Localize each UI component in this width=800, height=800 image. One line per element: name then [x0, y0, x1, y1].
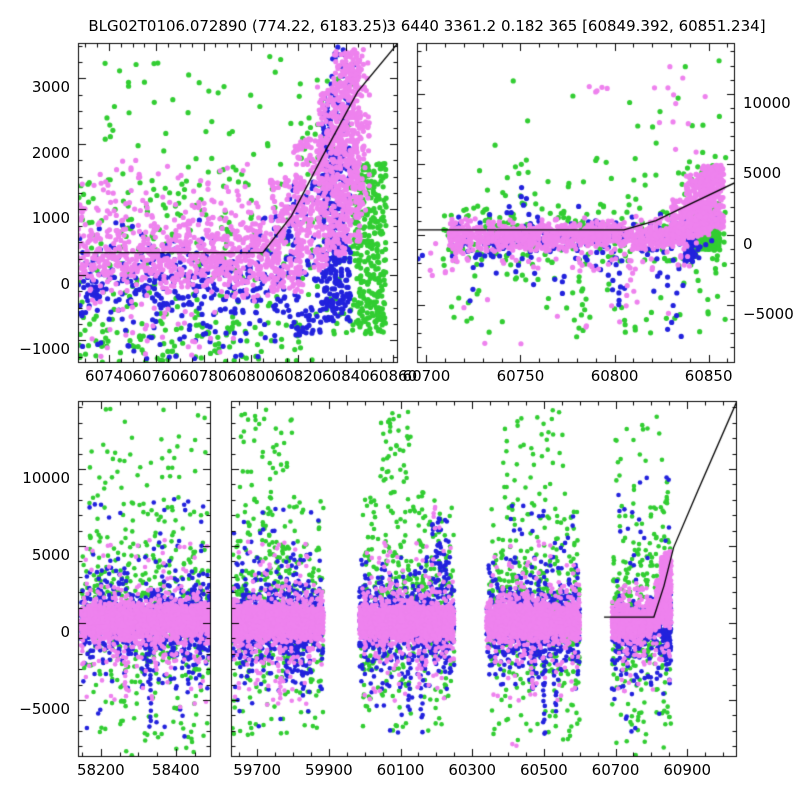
event-zoom-left-ytick-label: 0	[60, 274, 70, 293]
full-lightcurve-left-ytick-label: 0	[60, 623, 70, 642]
event-zoom-right-xtick-label: 60800	[590, 367, 639, 385]
full-lightcurve-right-xtick-label: 59700	[233, 761, 282, 779]
full-lightcurve-right-xtick-label: 60700	[591, 761, 640, 779]
event-zoom-left-xtick-label: 60780	[179, 367, 228, 385]
full-lightcurve-right-xtick-label: 60100	[376, 761, 425, 779]
event-zoom-left-ytick-label: 2000	[31, 143, 70, 162]
event-zoom-left-ytick-label: 1000	[31, 209, 70, 228]
full-lightcurve-right-xtick-label: 60900	[663, 761, 712, 779]
full-lightcurve-left-ytick-label: 5000	[31, 546, 70, 565]
event-zoom-right-ytick-label: 0	[743, 234, 753, 253]
full-lightcurve-left-ytick-label: 10000	[22, 469, 70, 488]
event-zoom-right-xtick-label: 60850	[684, 367, 733, 385]
event-zoom-left-xtick-label: 60800	[227, 367, 275, 385]
event-zoom-right-xtick-label: 60750	[496, 367, 545, 385]
event-zoom-right-xtick-label: 60700	[402, 367, 451, 385]
event-zoom-left-xtick-label: 60860	[369, 367, 418, 385]
event-zoom-right-ytick-label: 10000	[743, 93, 791, 112]
event-zoom-left-xtick-label: 60740	[84, 367, 133, 385]
full-lightcurve-right-xtick-label: 59900	[304, 761, 353, 779]
event-zoom-left-ytick-label: −1000	[19, 340, 70, 359]
full-lightcurve-right-xtick-label: 60300	[448, 761, 497, 779]
event-zoom-left-xtick-label: 60820	[274, 367, 323, 385]
full-lightcurve-right-xtick-label: 60500	[519, 761, 568, 779]
full-lightcurve-left-ytick-label: −5000	[19, 700, 70, 719]
event-zoom-left-ytick-label: 3000	[31, 78, 70, 97]
full-lightcurve-left-xtick-label: 58200	[76, 761, 125, 779]
full-lightcurve-left-xtick-label: 58400	[151, 761, 200, 779]
event-zoom-right-ytick-label: −5000	[743, 305, 794, 324]
event-zoom-left-xtick-label: 60760	[132, 367, 181, 385]
right-panel-title: 3 6440 3361.2 0.182 365 [60849.392, 6085…	[386, 17, 766, 35]
event-zoom-right-ytick-label: 5000	[743, 164, 782, 183]
event-zoom-left-xtick-label: 60840	[321, 367, 370, 385]
left-panel-title: BLG02T0106.072890 (774.22, 6183.25)	[88, 17, 388, 35]
